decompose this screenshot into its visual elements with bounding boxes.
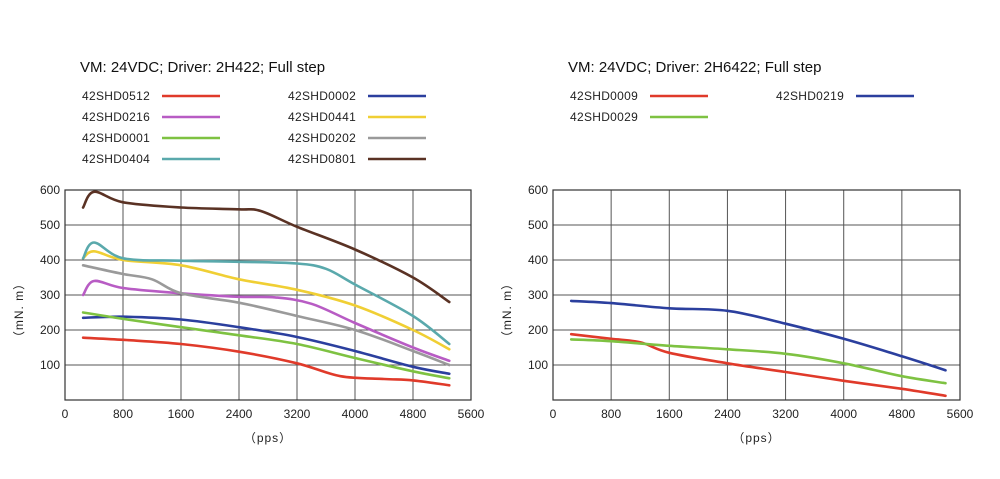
series-line-42shd0404 <box>81 241 451 346</box>
chart-title: VM: 24VDC; Driver: 2H422; Full step <box>80 59 325 76</box>
y-tick-label: 500 <box>40 218 60 232</box>
series-line-42shd0002 <box>81 315 451 376</box>
x-tick-label: 1600 <box>168 407 195 421</box>
legend-label: 42SHD0029 <box>570 110 638 124</box>
series-line-42shd0441 <box>81 250 451 351</box>
plot-frame <box>552 189 961 401</box>
series-line-42shd0029 <box>569 338 947 385</box>
x-tick-label: 4000 <box>830 407 857 421</box>
legend-label: 42SHD0202 <box>288 131 356 145</box>
x-tick-label: 4800 <box>400 407 427 421</box>
x-tick-label: 0 <box>550 407 557 421</box>
y-tick-label: 100 <box>528 358 548 372</box>
y-tick-label: 600 <box>528 183 548 197</box>
x-tick-label: 2400 <box>714 407 741 421</box>
x-tick-label: 1600 <box>656 407 683 421</box>
legend-label: 42SHD0216 <box>82 110 150 124</box>
y-tick-label: 400 <box>40 253 60 267</box>
chart-1: VM: 24VDC; Driver: 2H422; Full step 42SHD… <box>12 59 485 445</box>
x-tick-label: 5600 <box>947 407 974 421</box>
legend-label: 42SHD0001 <box>82 131 150 145</box>
chart-2: VM: 24VDC; Driver: 2H6422; Full step 42SH… <box>500 59 974 445</box>
x-tick-label: 0 <box>62 407 69 421</box>
x-tick-label: 3200 <box>284 407 311 421</box>
x-tick-label: 5600 <box>458 407 485 421</box>
y-tick-label: 400 <box>528 253 548 267</box>
y-tick-label: 200 <box>528 323 548 337</box>
x-tick-label: 4000 <box>342 407 369 421</box>
x-tick-label: 3200 <box>772 407 799 421</box>
y-tick-label: 600 <box>40 183 60 197</box>
y-tick-label: 500 <box>528 218 548 232</box>
series-line-42shd0512 <box>81 336 451 387</box>
y-tick-label: 300 <box>528 288 548 302</box>
y-axis-label: （mN. m） <box>12 277 26 343</box>
legend-label: 42SHD0219 <box>776 89 844 103</box>
y-tick-label: 300 <box>40 288 60 302</box>
legend-label: 42SHD0404 <box>82 152 150 166</box>
series-line-42shd0801 <box>81 190 451 304</box>
x-tick-label: 800 <box>601 407 621 421</box>
legend-label: 42SHD0009 <box>570 89 638 103</box>
series-line-42shd0219 <box>569 299 947 372</box>
plot-frame <box>64 189 472 401</box>
x-axis-label: （pps） <box>732 431 780 445</box>
x-tick-label: 4800 <box>889 407 916 421</box>
series-line-42shd0202 <box>81 264 451 367</box>
series-line-42shd0216 <box>81 279 451 363</box>
x-tick-label: 2400 <box>226 407 253 421</box>
chart-title: VM: 24VDC; Driver: 2H6422; Full step <box>568 59 821 76</box>
legend-label: 42SHD0512 <box>82 89 150 103</box>
legend-label: 42SHD0441 <box>288 110 356 124</box>
series-line-42shd0009 <box>569 332 947 398</box>
x-axis-label: （pps） <box>244 431 292 445</box>
x-tick-label: 800 <box>113 407 133 421</box>
legend-label: 42SHD0002 <box>288 89 356 103</box>
y-axis-label: （mN. m） <box>500 277 514 343</box>
y-tick-label: 100 <box>40 358 60 372</box>
y-tick-label: 200 <box>40 323 60 337</box>
legend-label: 42SHD0801 <box>288 152 356 166</box>
series-line-42shd0001 <box>81 311 451 380</box>
